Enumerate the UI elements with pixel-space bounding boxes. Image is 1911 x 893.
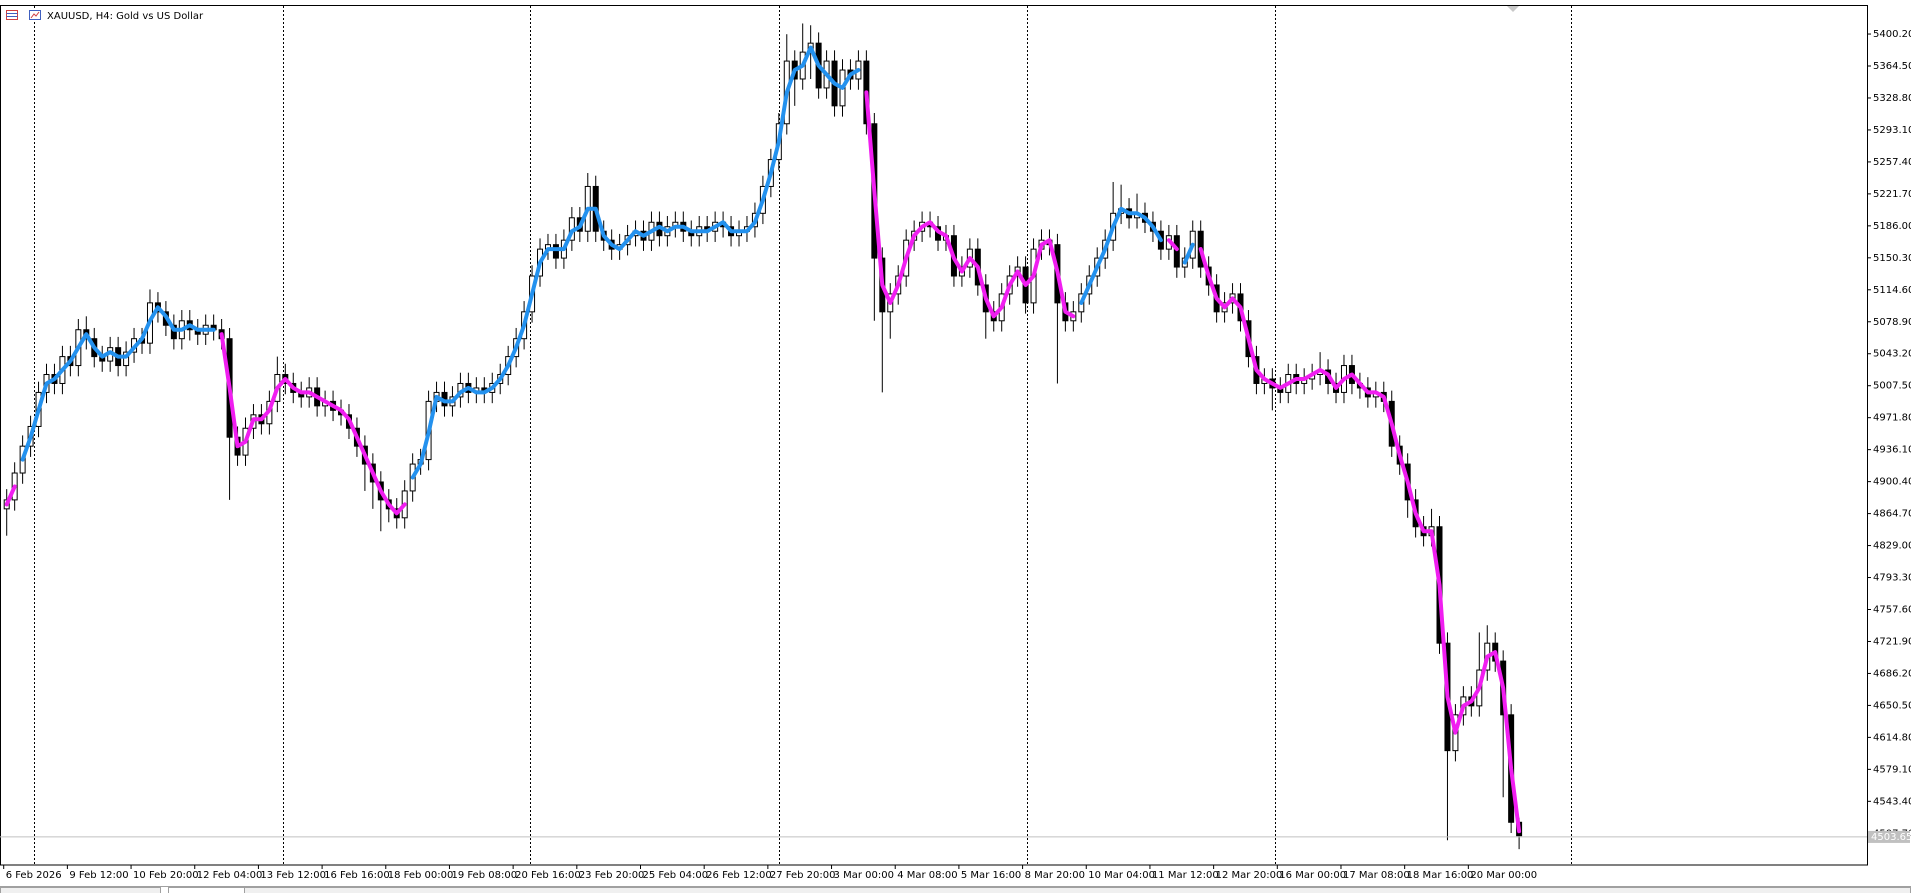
y-tick-label: 5186.00 [1873, 221, 1911, 232]
icon-line [30, 11, 40, 19]
shift-marker[interactable] [1507, 6, 1519, 12]
x-tick-label: 16 Mar 00:00 [1279, 870, 1346, 881]
y-tick-label: 4971.80 [1873, 413, 1911, 424]
y-tick-label: 4543.40 [1873, 796, 1911, 807]
y-tick-label: 4793.30 [1873, 573, 1911, 584]
x-tick-label: 20 Feb 16:00 [515, 870, 581, 881]
indicator-line [20, 45, 1195, 480]
y-tick-label: 4936.10 [1873, 445, 1911, 456]
plot-area [3, 23, 1523, 850]
period-separators [34, 6, 1572, 865]
x-tick-label: 26 Feb 12:00 [706, 870, 772, 881]
y-tick-label: 5114.60 [1873, 285, 1911, 296]
y-tick-label: 5078.90 [1873, 317, 1911, 328]
x-tick-label: 17 Mar 08:00 [1343, 870, 1410, 881]
y-tick-label: 4721.90 [1873, 636, 1911, 647]
table-icon[interactable] [6, 10, 18, 20]
x-tick-label: 10 Feb 20:00 [133, 870, 199, 881]
symbol-header: XAUUSD, H4: Gold vs US Dollar [6, 10, 204, 22]
y-tick-label: 4757.60 [1873, 605, 1911, 616]
x-tick-label: 3 Mar 00:00 [834, 870, 894, 881]
tab[interactable] [168, 887, 245, 893]
y-tick-label: 4829.00 [1873, 541, 1911, 552]
y-tick-label: 5043.20 [1873, 349, 1911, 360]
y-tick-label: 4614.80 [1873, 732, 1911, 743]
y-tick-label: 4579.10 [1873, 764, 1911, 775]
x-tick-label: 4 Mar 08:00 [897, 870, 957, 881]
x-tick-label: 20 Mar 00:00 [1470, 870, 1537, 881]
y-tick-label: 5221.70 [1873, 189, 1911, 200]
y-tick-label: 4864.70 [1873, 509, 1911, 520]
x-tick-label: 12 Mar 20:00 [1216, 870, 1283, 881]
candle-body [1173, 235, 1180, 268]
x-tick-label: 8 Mar 20:00 [1025, 870, 1085, 881]
tab[interactable] [0, 887, 161, 893]
x-tick-label: 16 Feb 16:00 [324, 870, 390, 881]
last-price-label: 4503.65 [1871, 832, 1911, 843]
chart-frame [0, 5, 1868, 866]
y-tick-label: 4686.20 [1873, 668, 1911, 679]
x-tick-label: 18 Mar 16:00 [1407, 870, 1474, 881]
y-tick-label: 5257.40 [1873, 157, 1911, 168]
y-tick-label: 5150.30 [1873, 253, 1911, 264]
candle-body [552, 244, 559, 259]
candle-body [123, 351, 130, 367]
y-tick-label: 4900.40 [1873, 477, 1911, 488]
y-tick-label: 4650.50 [1873, 700, 1911, 711]
y-tick-label: 5293.10 [1873, 125, 1911, 136]
x-tick-label: 13 Feb 12:00 [260, 870, 326, 881]
x-tick-label: 10 Mar 04:00 [1088, 870, 1155, 881]
y-tick-label: 5328.80 [1873, 93, 1911, 104]
x-tick-label: 25 Feb 04:00 [643, 870, 709, 881]
x-tick-label: 11 Mar 12:00 [1152, 870, 1219, 881]
indicator-line [4, 90, 1522, 834]
x-tick-label: 5 Mar 16:00 [961, 870, 1021, 881]
y-tick-label: 5364.50 [1873, 61, 1911, 72]
y-tick-label: 5400.20 [1873, 29, 1911, 40]
y-tick-label: 5007.50 [1873, 381, 1911, 392]
x-tick-label: 27 Feb 20:00 [770, 870, 836, 881]
x-tick-label: 12 Feb 04:00 [197, 870, 263, 881]
tab-bar [0, 886, 1911, 893]
x-tick-label: 19 Feb 08:00 [451, 870, 517, 881]
x-tick-label: 9 Feb 12:00 [69, 870, 128, 881]
tab-strip [244, 887, 1911, 893]
candle-body [170, 324, 177, 340]
chart-title: XAUUSD, H4: Gold vs US Dollar [47, 11, 204, 22]
x-tick-label: 23 Feb 20:00 [579, 870, 645, 881]
x-tick-label: 6 Feb 2026 [6, 870, 62, 881]
x-tick-label: 18 Feb 00:00 [388, 870, 454, 881]
last-price-box [1868, 830, 1910, 843]
